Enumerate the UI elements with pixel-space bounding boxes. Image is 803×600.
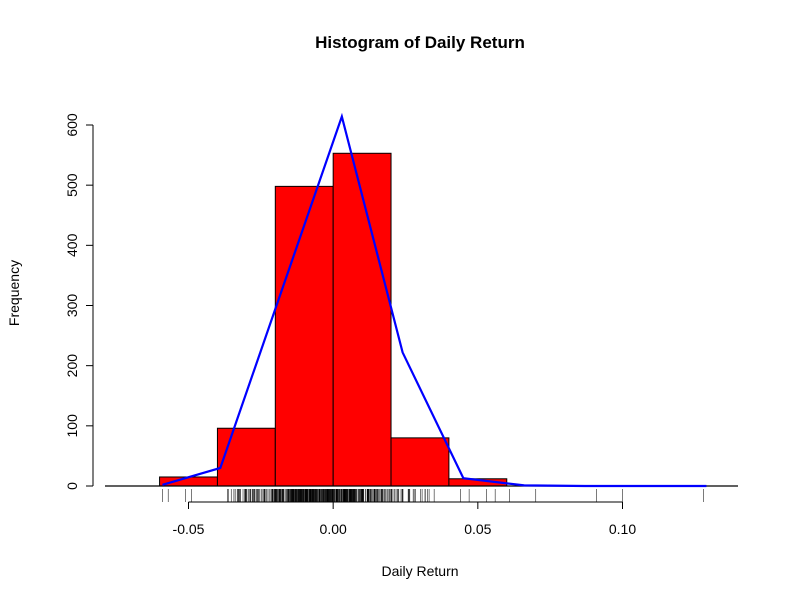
rug-marks	[162, 489, 704, 502]
y-tick-label-3: 300	[64, 294, 80, 318]
histogram-bars	[159, 152, 508, 487]
y-axis-label: Frequency	[6, 260, 22, 326]
histogram-bar-4	[390, 437, 450, 487]
x-tick-label-2: 0.05	[464, 521, 491, 537]
chart-title: Histogram of Daily Return	[315, 33, 525, 52]
x-tick-label-3: 0.10	[609, 521, 636, 537]
x-axis: -0.05 0.00 0.05 0.10	[173, 501, 636, 537]
x-tick-label-1: 0.00	[320, 521, 347, 537]
histogram-bar-3	[332, 152, 392, 487]
y-tick-label-5: 500	[64, 173, 80, 197]
y-tick-label-2: 200	[64, 354, 80, 378]
y-axis: 0 100 200 300 400 500 600	[64, 113, 94, 490]
histogram-bar-1	[216, 427, 276, 487]
y-tick-label-4: 400	[64, 233, 80, 257]
x-tick-label-0: -0.05	[173, 521, 205, 537]
y-tick-label-6: 600	[64, 113, 80, 137]
histogram-bar-2	[274, 185, 334, 487]
y-tick-label-1: 100	[64, 414, 80, 438]
y-tick-label-0: 0	[64, 482, 80, 490]
density-line	[162, 112, 707, 488]
x-axis-label: Daily Return	[381, 563, 458, 579]
